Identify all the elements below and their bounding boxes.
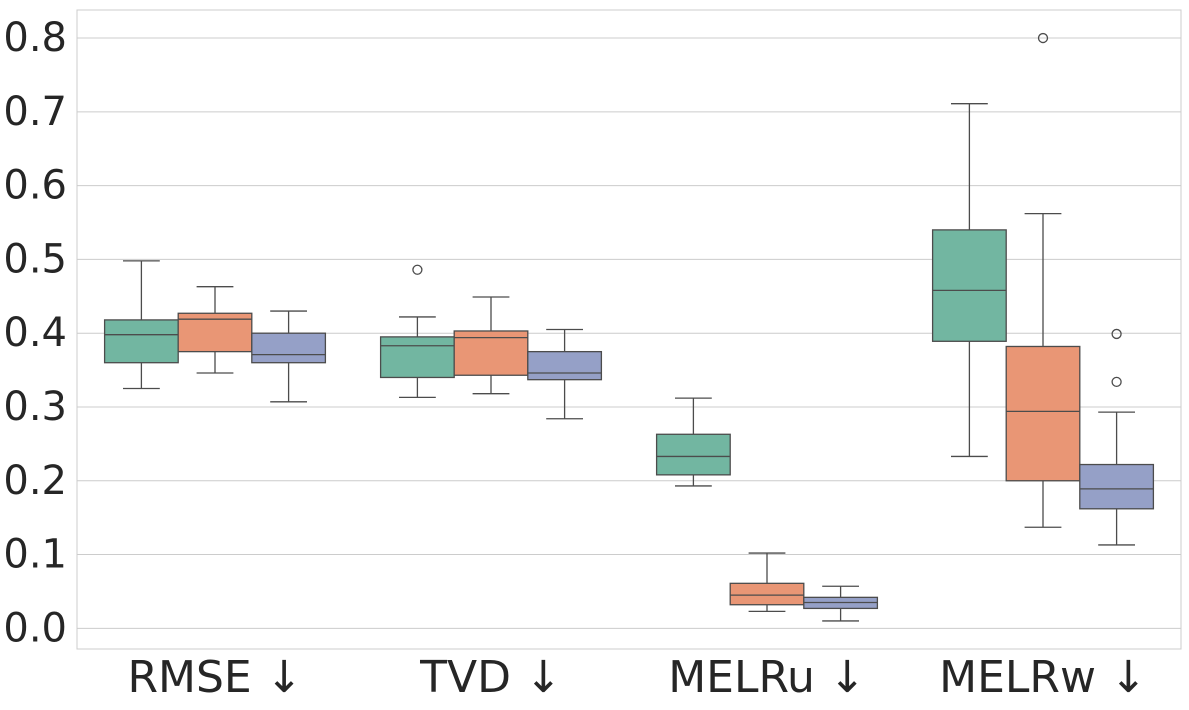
y-tick-label: 0.2 [3, 458, 67, 504]
y-tick-label: 0.1 [3, 532, 67, 578]
box-iqr [931, 229, 1007, 342]
outlier-point [1111, 376, 1122, 388]
box-group [655, 397, 731, 487]
y-tick-label: 0.7 [3, 89, 67, 135]
y-tick-label: 0.5 [3, 236, 67, 282]
box-group [527, 328, 603, 420]
outlier-point [1037, 32, 1049, 44]
box-series [103, 32, 1155, 622]
x-category-label: TVD ↓ [419, 652, 562, 703]
plot-frame [76, 9, 1182, 650]
box-group [1079, 328, 1155, 546]
box-iqr [729, 582, 805, 606]
box-group [177, 286, 253, 374]
outlier-point [412, 264, 423, 275]
box-iqr [379, 336, 455, 379]
box-group [251, 310, 327, 403]
outlier-point [1111, 328, 1122, 340]
box-group [803, 585, 879, 622]
x-category-label: MELRw ↓ [939, 652, 1147, 703]
box-group [103, 260, 179, 390]
box-group [453, 296, 529, 395]
axis-labels: 0.0 0.1 0.2 0.3 0.4 0.5 0.6 0.7 0.8 RMSE ↓ TVD ↓ ME… [3, 15, 1146, 703]
y-tick-label: 0.6 [3, 163, 67, 209]
box-iqr [251, 332, 327, 364]
box-group [729, 552, 805, 613]
x-category-label: MELRu ↓ [668, 652, 866, 703]
box-iqr [655, 433, 731, 476]
y-tick-label: 0.3 [3, 384, 67, 430]
box-iqr [103, 319, 179, 364]
box-group [931, 103, 1007, 458]
box-iqr [1005, 345, 1081, 482]
box-group [379, 264, 455, 399]
y-tick-label: 0.4 [3, 310, 67, 356]
y-tick-label: 0.0 [3, 605, 67, 651]
box-group [1005, 32, 1081, 528]
y-tick-label: 0.8 [3, 15, 67, 61]
x-category-label: RMSE ↓ [127, 652, 302, 703]
box-iqr [1079, 463, 1155, 510]
box-iqr [527, 350, 603, 381]
